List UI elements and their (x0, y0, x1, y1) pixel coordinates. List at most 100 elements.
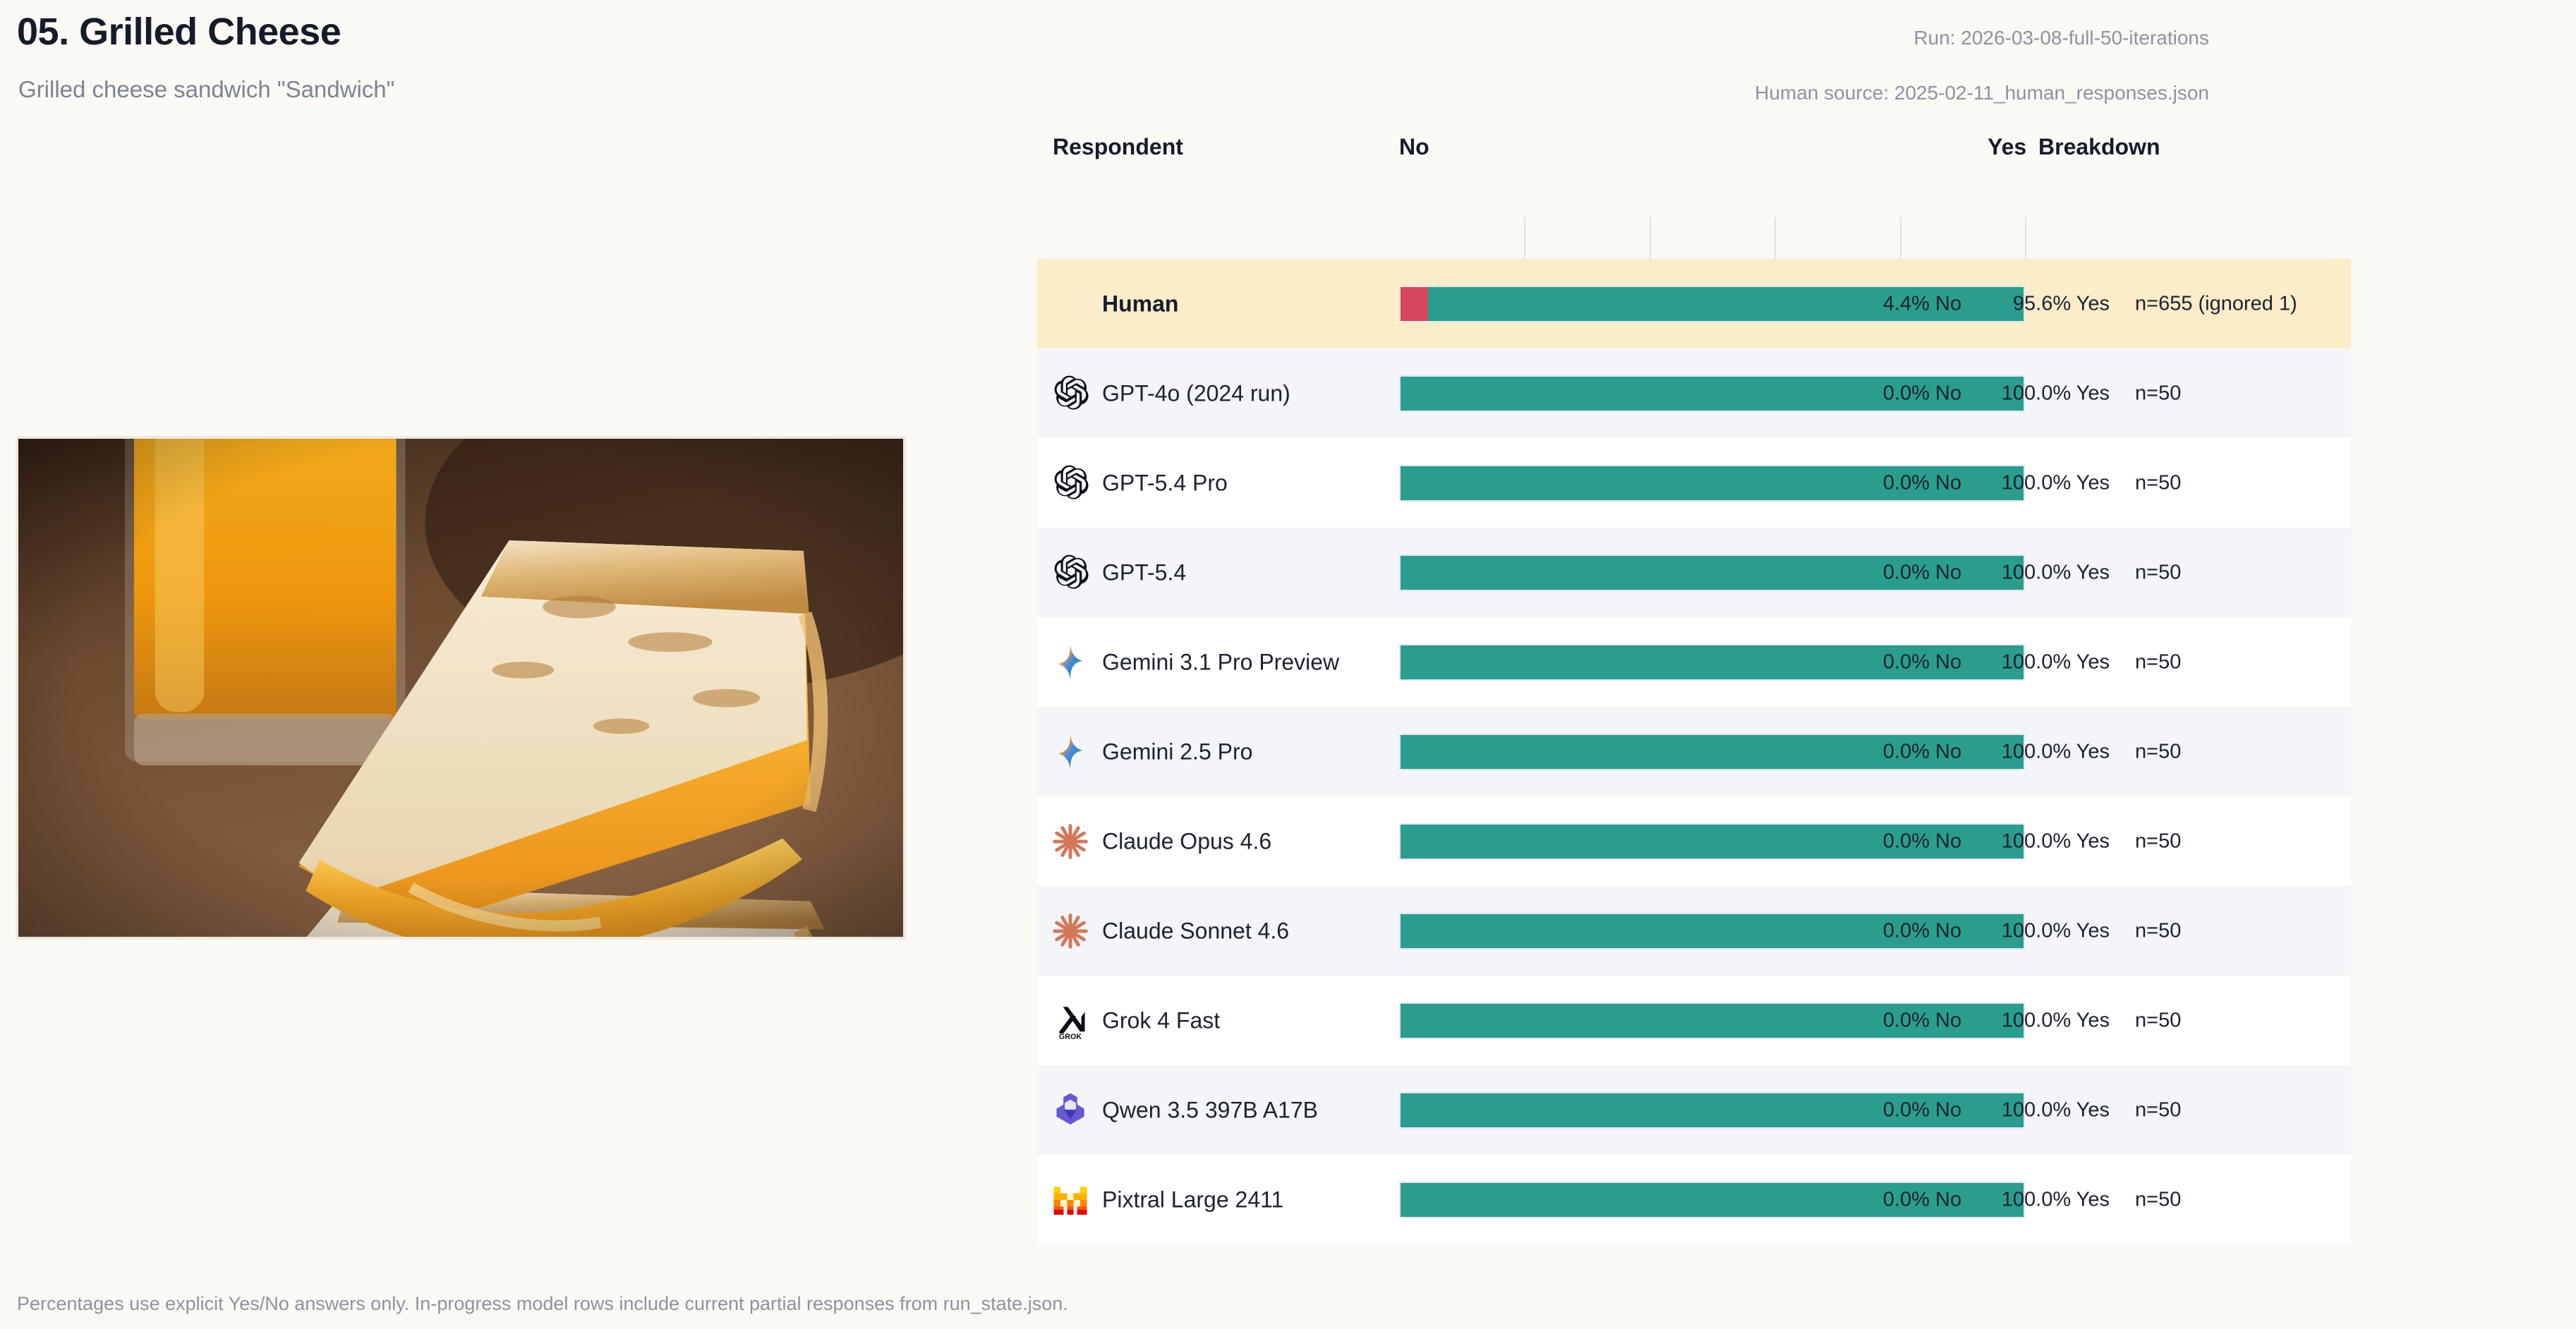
respondent-name: Qwen 3.5 397B A17B (1102, 1097, 1318, 1122)
pct-yes-label: 95.6% Yes (2012, 292, 2110, 315)
respondent-name: Gemini 3.1 Pro Preview (1102, 649, 1340, 674)
bar-segment-yes (1401, 734, 2024, 769)
bar-segment-yes (1401, 555, 2024, 590)
response-bar (1399, 912, 2025, 949)
openai-icon (1054, 375, 1089, 410)
response-bar (1399, 285, 2025, 322)
table-row[interactable]: Pixtral Large 2411 0.0% No 100.0% Yes n=50 (1037, 1155, 2561, 1244)
pct-yes-label: 100.0% Yes (2001, 1098, 2110, 1121)
sample-size-label: n=50 (2135, 471, 2182, 494)
human-source-label: Human source: 2025-02-11_human_responses… (1755, 82, 2209, 104)
sample-size-label: n=50 (2135, 830, 2182, 852)
claude-icon (1051, 822, 1090, 861)
openai-icon (1051, 553, 1090, 593)
gemini-icon (1058, 734, 1083, 770)
mistral-icon (1051, 1180, 1090, 1220)
claude-icon (1053, 823, 1088, 859)
bar-segment-yes (1401, 1093, 2024, 1127)
response-bar (1399, 733, 2025, 770)
pct-no-label: 0.0% No (1882, 1188, 1961, 1210)
response-bar (1399, 1002, 2025, 1039)
sample-size-label: n=50 (2135, 1098, 2182, 1121)
pct-no-label: 0.0% No (1882, 650, 1961, 673)
table-rows: Human 4.4% No 95.6% Yes n=655 (ignored 1) GP… (1037, 259, 2561, 1244)
table-row-human[interactable]: Human 4.4% No 95.6% Yes n=655 (ignored 1) (1037, 259, 2561, 348)
respondent-name: Grok 4 Fast (1102, 1007, 1221, 1033)
gemini-icon (1051, 732, 1090, 772)
openai-icon (1054, 554, 1089, 589)
pct-no-label: 0.0% No (1882, 919, 1961, 942)
pct-yes-label: 100.0% Yes (2001, 919, 2110, 942)
sample-size-label: n=50 (2135, 1009, 2182, 1031)
sample-size-label: n=50 (2135, 919, 2182, 942)
bar-segment-yes (1401, 914, 2024, 948)
sample-size-label: n=50 (2135, 382, 2182, 404)
bar-segment-no (1401, 286, 1428, 321)
pct-yes-label: 100.0% Yes (2001, 650, 2110, 673)
bar-segment-yes (1427, 286, 2024, 321)
pct-no-label: 0.0% No (1882, 740, 1961, 763)
question-photo (16, 436, 906, 940)
sample-size-label: n=50 (2135, 1188, 2182, 1210)
bar-segment-yes (1401, 376, 2024, 411)
pct-yes-label: 100.0% Yes (2001, 382, 2110, 404)
column-header-respondent: Respondent (1053, 134, 1183, 159)
response-bar (1399, 1181, 2025, 1218)
response-bar (1399, 823, 2025, 860)
sample-size-label: n=50 (2135, 740, 2182, 763)
gemini-icon (1058, 644, 1083, 680)
svg-text:GROK: GROK (1059, 1033, 1082, 1040)
qwen-icon (1056, 1093, 1084, 1124)
grilled-cheese-photo (18, 439, 903, 937)
gemini-icon (1051, 643, 1090, 682)
respondent-name: Gemini 2.5 Pro (1102, 739, 1253, 764)
pct-no-label: 0.0% No (1882, 471, 1961, 494)
response-bar (1399, 1091, 2025, 1129)
pct-yes-label: 100.0% Yes (2001, 561, 2110, 583)
pct-yes-label: 100.0% Yes (2001, 830, 2110, 852)
table-row[interactable]: Gemini 3.1 Pro Preview 0.0% No 100.0% Yes n… (1037, 617, 2561, 707)
claude-icon (1051, 911, 1090, 951)
respondent-name: Claude Sonnet 4.6 (1102, 918, 1290, 943)
bar-segment-yes (1401, 1003, 2024, 1038)
sample-size-label: n=655 (ignored 1) (2135, 292, 2297, 315)
table-row[interactable]: GROK Grok 4 Fast 0.0% No 100.0% Yes n=50 (1037, 976, 2561, 1065)
bar-segment-yes (1401, 824, 2024, 858)
page-subtitle: Grilled cheese sandwich "Sandwich" (18, 76, 395, 102)
table-row[interactable]: Qwen 3.5 397B A17B 0.0% No 100.0% Yes n=50 (1037, 1065, 2561, 1155)
pct-no-label: 0.0% No (1882, 1009, 1961, 1031)
openai-icon (1051, 374, 1090, 413)
respondent-name: GPT-5.4 (1102, 559, 1187, 585)
table-row[interactable]: Gemini 2.5 Pro 0.0% No 100.0% Yes n=50 (1037, 707, 2561, 796)
table-row[interactable]: Claude Opus 4.6 0.0% No 100.0% Yes n=50 (1037, 796, 2561, 886)
table-row[interactable]: Claude Sonnet 4.6 0.0% No 100.0% Yes n=50 (1037, 886, 2561, 976)
pct-yes-label: 100.0% Yes (2001, 1188, 2110, 1210)
response-bar (1399, 643, 2025, 681)
pct-no-label: 4.4% No (1882, 292, 1961, 315)
qwen-icon (1051, 1091, 1090, 1130)
table-row[interactable]: GPT-4o (2024 run) 0.0% No 100.0% Yes n=50 (1037, 348, 2561, 438)
column-header-no: No (1399, 134, 1429, 159)
table-row[interactable]: GPT-5.4 Pro 0.0% No 100.0% Yes n=50 (1037, 438, 2561, 528)
pct-no-label: 0.0% No (1882, 561, 1961, 583)
respondent-name: Claude Opus 4.6 (1102, 828, 1272, 854)
respondent-name: GPT-4o (2024 run) (1102, 380, 1290, 406)
bar-segment-yes (1401, 1182, 2024, 1217)
respondent-name: Human (1102, 291, 1179, 316)
openai-icon (1051, 463, 1090, 503)
claude-icon (1053, 913, 1088, 949)
openai-icon (1054, 465, 1089, 499)
pct-no-label: 0.0% No (1882, 1098, 1961, 1121)
pct-no-label: 0.0% No (1882, 830, 1961, 852)
mistral-icon (1053, 1186, 1087, 1215)
column-header-breakdown: Breakdown (2038, 134, 2160, 159)
page-title: 05. Grilled Cheese (17, 11, 341, 53)
response-bar (1399, 375, 2025, 412)
grok-icon: GROK (1051, 1001, 1090, 1040)
table-row[interactable]: GPT-5.4 0.0% No 100.0% Yes n=50 (1037, 528, 2561, 617)
pct-yes-label: 100.0% Yes (2001, 740, 2110, 763)
respondent-name: Pixtral Large 2411 (1102, 1187, 1284, 1212)
grok-icon: GROK (1059, 1006, 1085, 1040)
pct-yes-label: 100.0% Yes (2001, 1009, 2110, 1031)
